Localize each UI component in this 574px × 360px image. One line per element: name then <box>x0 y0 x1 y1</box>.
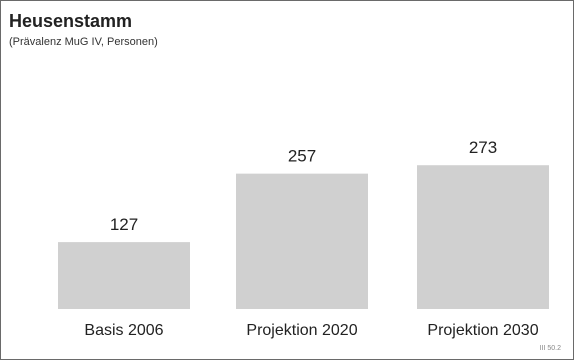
chart-subtitle: (Prävalenz MuG IV, Personen) <box>9 36 158 48</box>
chart-title: Heusenstamm <box>9 11 133 31</box>
bar-2 <box>236 173 368 309</box>
data-label-1: 127 <box>110 215 138 234</box>
bar-1 <box>58 242 190 309</box>
reference-code: III 50.2 <box>539 345 561 352</box>
category-label-1: Basis 2006 <box>84 322 163 339</box>
data-label-3: 273 <box>469 138 497 157</box>
category-label-3: Projektion 2030 <box>427 322 538 339</box>
data-label-2: 257 <box>288 147 316 166</box>
category-label-2: Projektion 2020 <box>246 322 357 339</box>
bar-3 <box>417 165 549 309</box>
